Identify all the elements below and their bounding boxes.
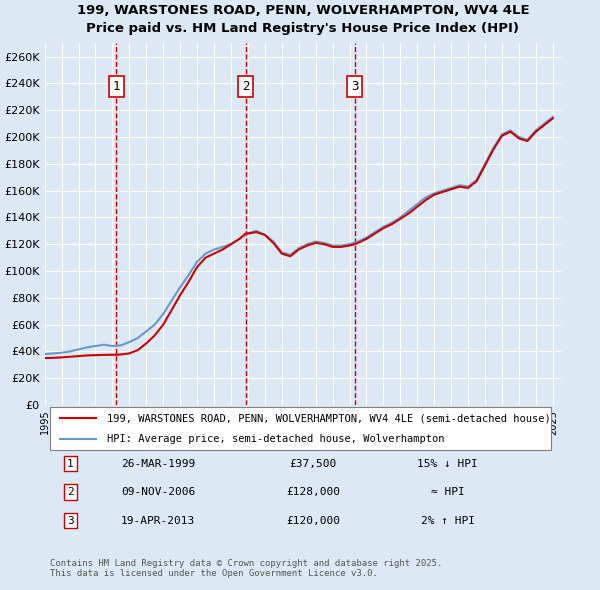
- Text: 19-APR-2013: 19-APR-2013: [121, 516, 196, 526]
- Text: HPI: Average price, semi-detached house, Wolverhampton: HPI: Average price, semi-detached house,…: [107, 434, 444, 444]
- Text: 199, WARSTONES ROAD, PENN, WOLVERHAMPTON, WV4 4LE (semi-detached house): 199, WARSTONES ROAD, PENN, WOLVERHAMPTON…: [107, 413, 550, 423]
- FancyBboxPatch shape: [50, 407, 551, 450]
- Text: 2% ↑ HPI: 2% ↑ HPI: [421, 516, 475, 526]
- Text: 1: 1: [67, 458, 74, 468]
- Text: 1: 1: [113, 80, 120, 93]
- Text: £120,000: £120,000: [286, 516, 340, 526]
- Text: 2: 2: [242, 80, 249, 93]
- Text: 26-MAR-1999: 26-MAR-1999: [121, 458, 196, 468]
- Text: Contains HM Land Registry data © Crown copyright and database right 2025.
This d: Contains HM Land Registry data © Crown c…: [50, 559, 442, 578]
- Text: 09-NOV-2006: 09-NOV-2006: [121, 487, 196, 497]
- Title: 199, WARSTONES ROAD, PENN, WOLVERHAMPTON, WV4 4LE
Price paid vs. HM Land Registr: 199, WARSTONES ROAD, PENN, WOLVERHAMPTON…: [77, 4, 529, 35]
- Text: 2: 2: [67, 487, 74, 497]
- Text: £37,500: £37,500: [290, 458, 337, 468]
- Text: 15% ↓ HPI: 15% ↓ HPI: [417, 458, 478, 468]
- Text: 3: 3: [351, 80, 358, 93]
- Text: ≈ HPI: ≈ HPI: [431, 487, 464, 497]
- Text: 3: 3: [67, 516, 74, 526]
- Text: £128,000: £128,000: [286, 487, 340, 497]
